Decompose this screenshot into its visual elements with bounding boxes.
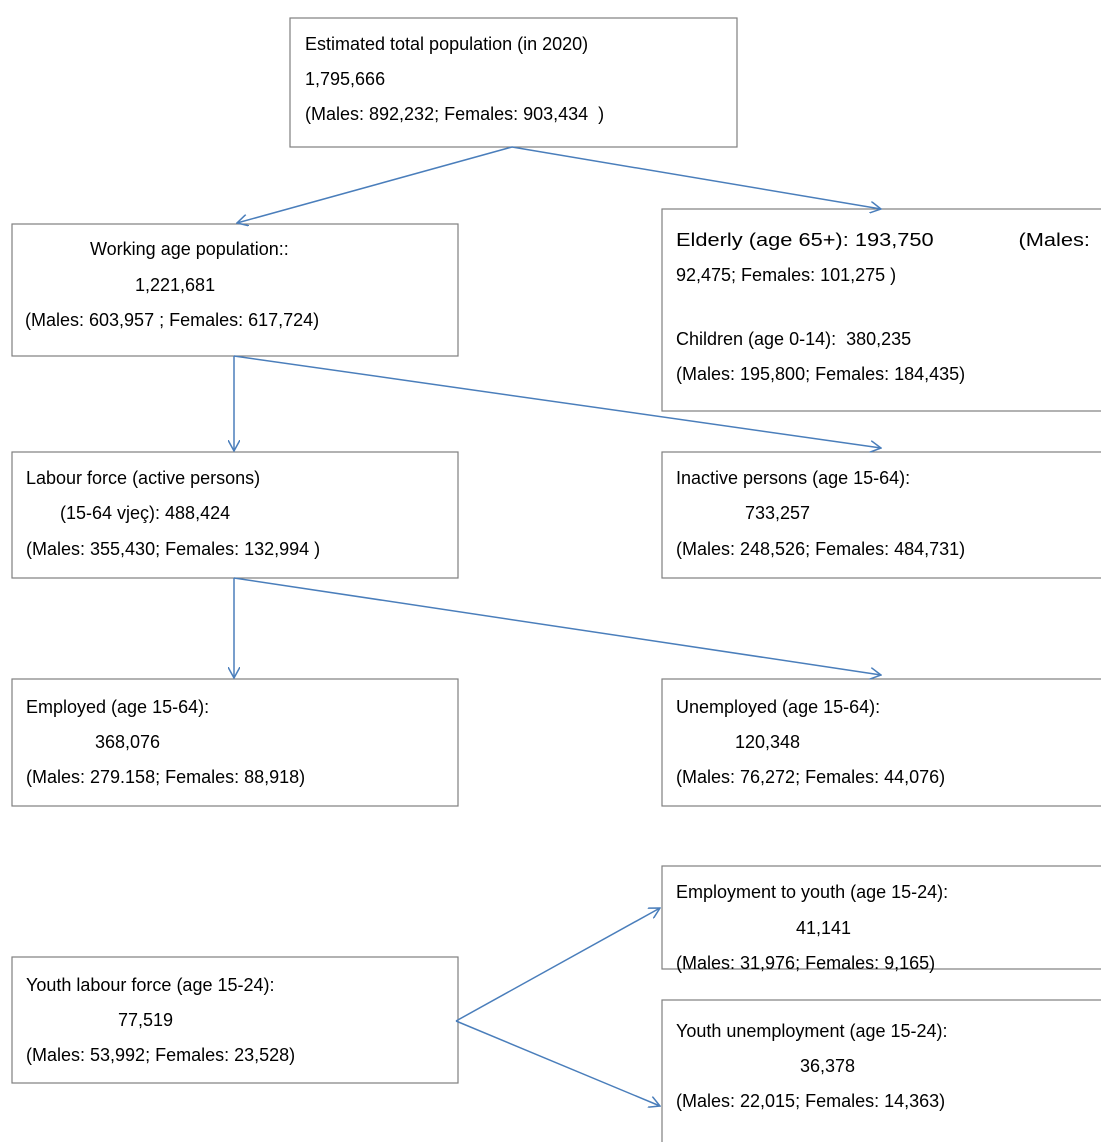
arrow — [233, 355, 881, 448]
node-text: (Males: 31,976; Females: 9,165) — [676, 953, 935, 973]
node-text: Labour force (active persons) — [26, 468, 260, 488]
node-box — [11, 956, 459, 1084]
node-text: Elderly (age 65+): 193,750 (Males: — [676, 230, 1090, 250]
node-text: 77,519 — [118, 1010, 173, 1030]
node-text: Unemployed (age 15-64): — [676, 697, 880, 717]
node-text: Youth labour force (age 15-24): — [26, 975, 275, 995]
node-text: 368,076 — [95, 732, 160, 752]
node-text: (Males: 76,272; Females: 44,076) — [676, 767, 945, 787]
boxes — [11, 17, 1101, 1142]
node-box — [661, 451, 1101, 579]
node-text: 733,257 — [745, 503, 810, 523]
node-text: 92,475; Females: 101,275 ) — [676, 265, 896, 285]
node-text: (Males: 22,015; Females: 14,363) — [676, 1091, 945, 1111]
node-box — [289, 17, 738, 148]
node-text: 1,221,681 — [135, 275, 215, 295]
node-box — [661, 208, 1101, 412]
node-text: Youth unemployment (age 15-24): — [676, 1021, 948, 1041]
node-text: 36,378 — [800, 1056, 855, 1076]
node-text: Inactive persons (age 15-64): — [676, 468, 910, 488]
node-text: (15-64 vjeç): 488,424 — [60, 503, 230, 523]
node-text: 41,141 — [796, 918, 851, 938]
node-text: Children (age 0-14): 380,235 — [676, 329, 911, 349]
node-box — [11, 451, 459, 579]
arrow — [455, 908, 660, 1022]
arrows — [233, 146, 881, 1106]
node-text: (Males: 279.158; Females: 88,918) — [26, 767, 305, 787]
node-text: (Males: 195,800; Females: 184,435) — [676, 364, 965, 384]
arrow — [511, 146, 881, 209]
node-box — [661, 999, 1101, 1142]
node-text: Working age population:: — [90, 239, 289, 259]
node-text: (Males: 355,430; Females: 132,994 ) — [26, 539, 320, 559]
node-text: (Males: 603,957 ; Females: 617,724) — [25, 310, 319, 330]
node-text: (Males: 248,526; Females: 484,731) — [676, 539, 965, 559]
node-text: Employed (age 15-64): — [26, 697, 209, 717]
arrow — [237, 146, 513, 223]
node-text: 1,795,666 — [305, 69, 385, 89]
node-box — [661, 678, 1101, 807]
labels: Estimated total population (in 2020) 1,7… — [25, 34, 1090, 1111]
node-text: (Males: 892,232; Females: 903,434 ) — [305, 104, 604, 124]
node-text: Employment to youth (age 15-24): — [676, 882, 948, 902]
node-text: Estimated total population (in 2020) — [305, 34, 588, 54]
arrow — [455, 1020, 660, 1106]
node-box — [11, 223, 459, 357]
node-box — [661, 865, 1101, 970]
node-text: 120,348 — [735, 732, 800, 752]
arrow — [233, 577, 881, 675]
node-text: (Males: 53,992; Females: 23,528) — [26, 1045, 295, 1065]
node-box — [11, 678, 459, 807]
